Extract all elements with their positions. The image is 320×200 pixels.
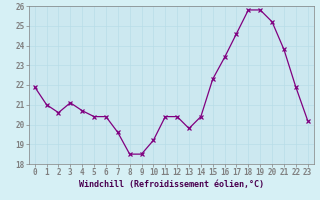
X-axis label: Windchill (Refroidissement éolien,°C): Windchill (Refroidissement éolien,°C) <box>79 180 264 189</box>
